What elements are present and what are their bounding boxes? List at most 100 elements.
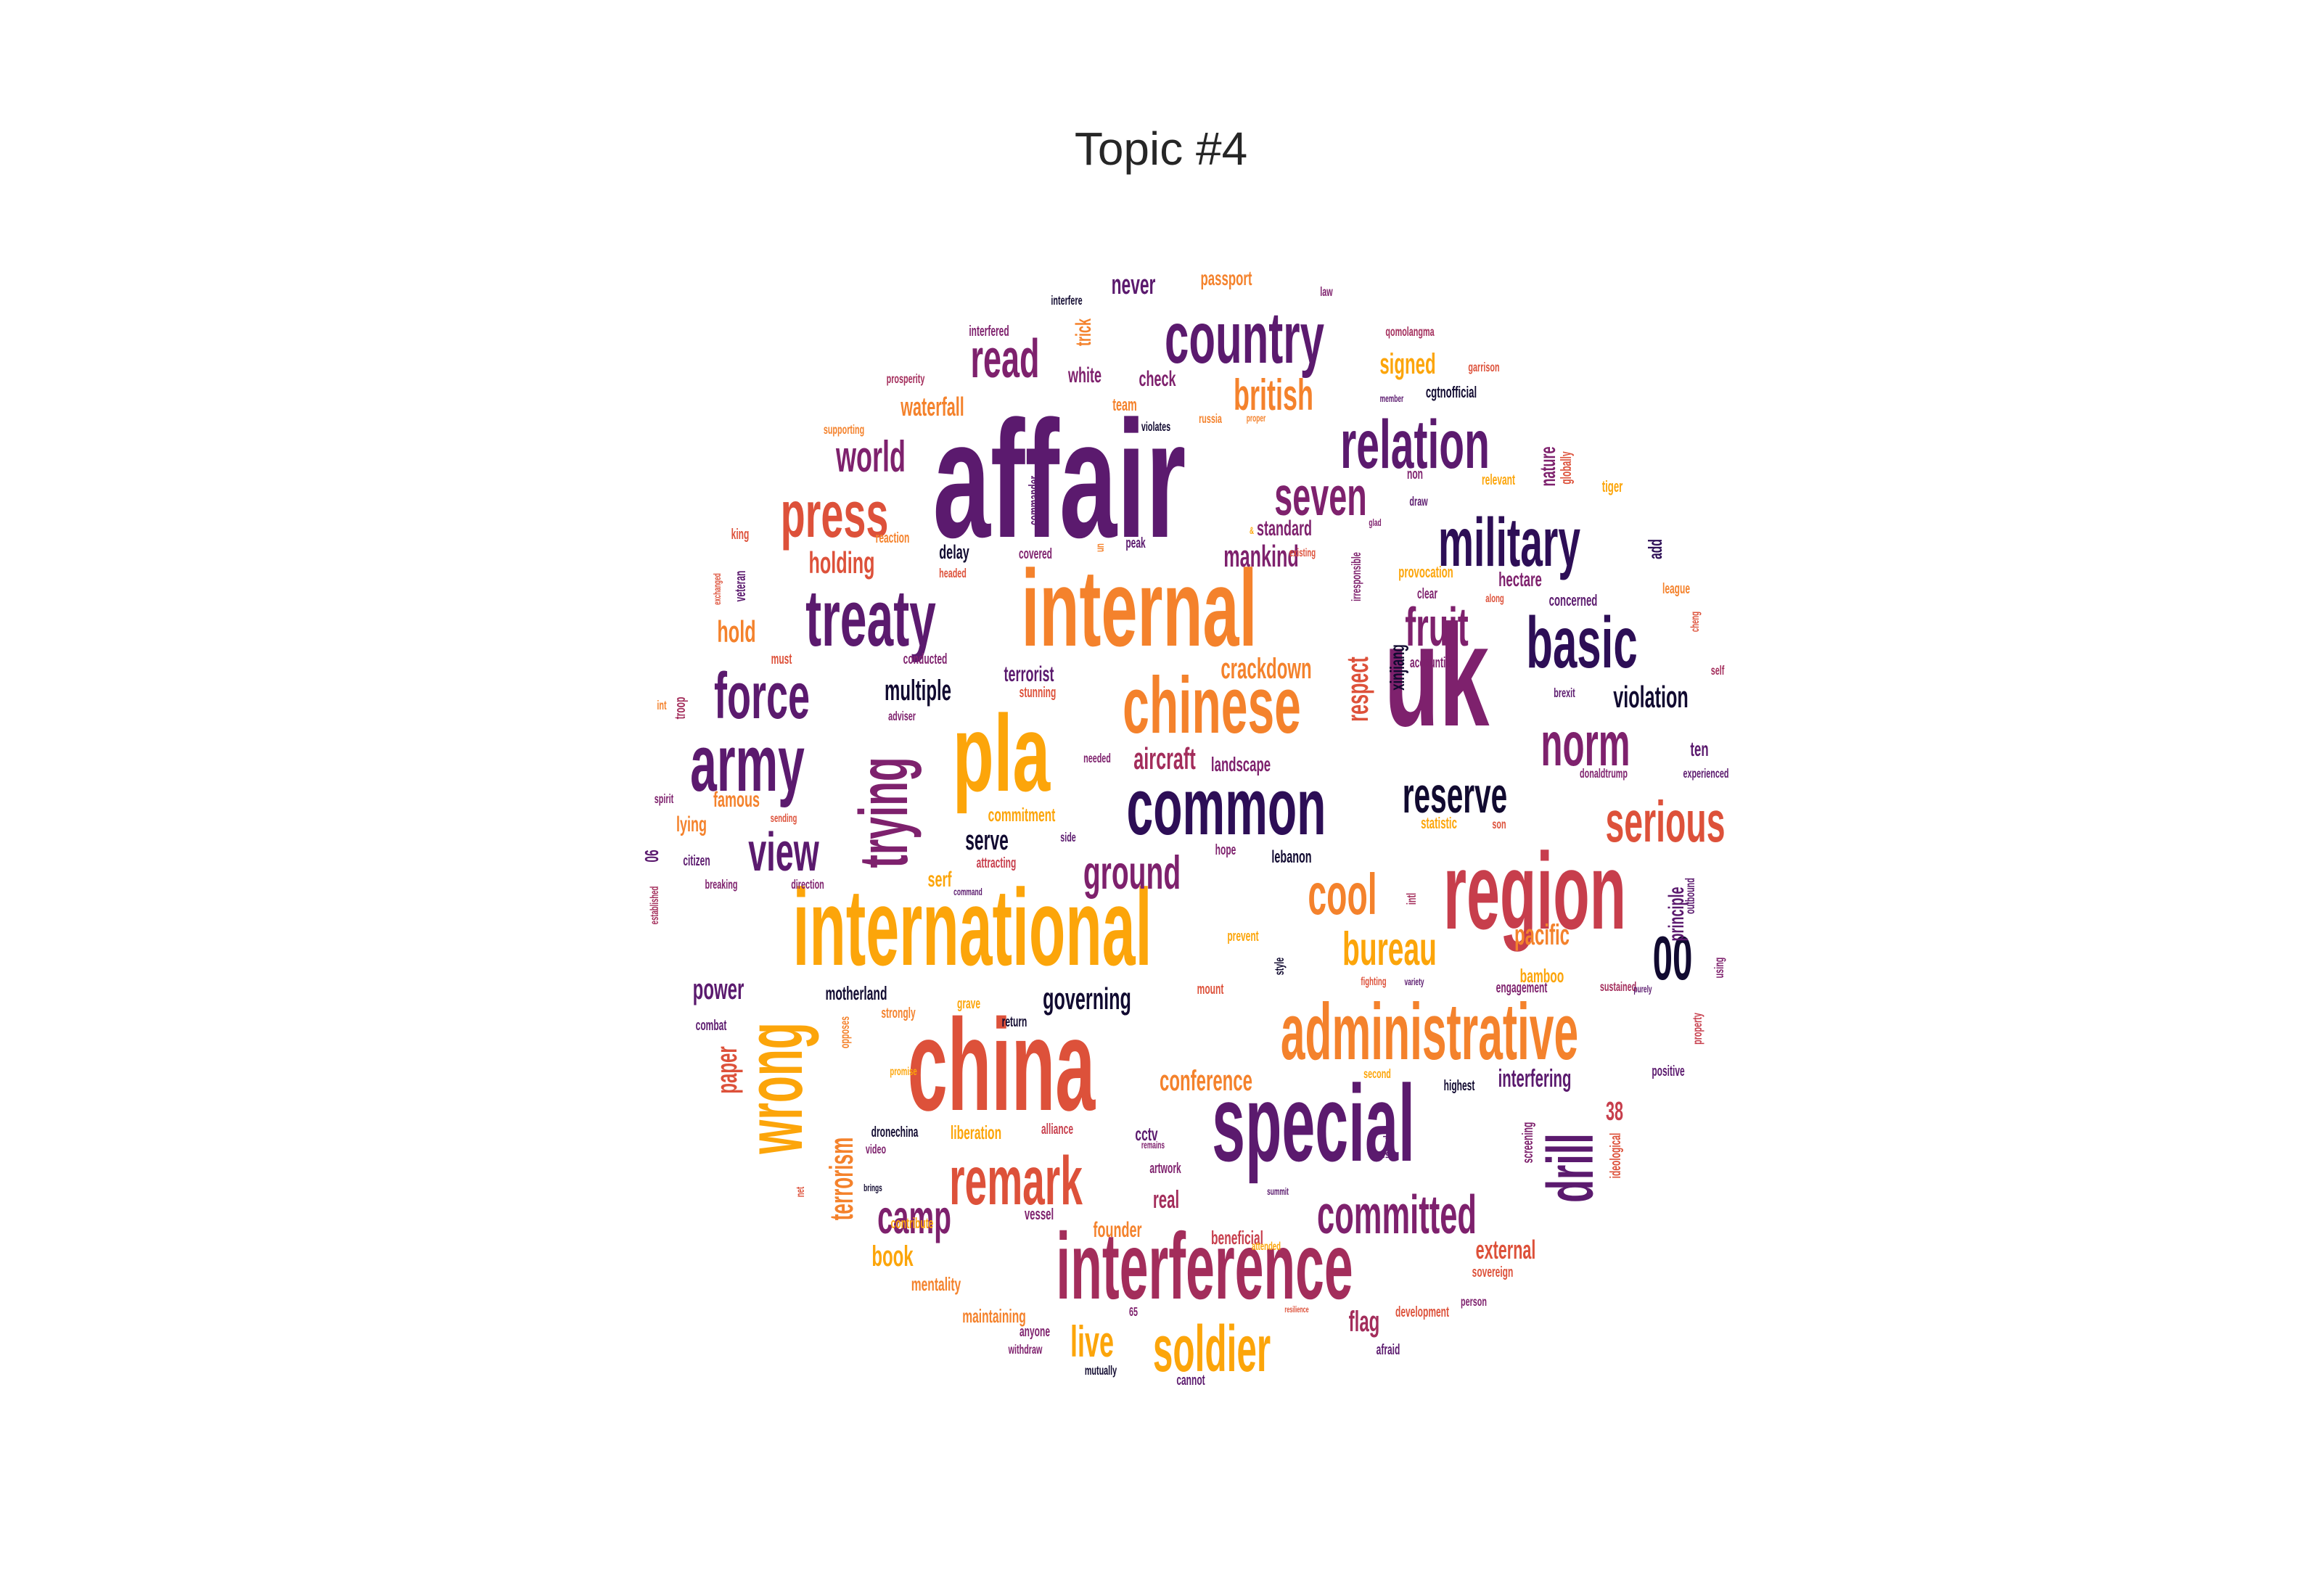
word-proper: proper: [1247, 414, 1266, 424]
word-person: person: [1461, 1295, 1487, 1309]
word-white: white: [1067, 364, 1101, 388]
word-screening: screening: [1520, 1122, 1536, 1164]
word-commitment: commitment: [988, 805, 1056, 826]
word-king: king: [731, 527, 750, 543]
word-mankind: mankind: [1223, 540, 1299, 574]
word-must: must: [771, 651, 792, 667]
word-draw: draw: [1409, 495, 1428, 509]
word-statistic: statistic: [1421, 815, 1457, 832]
word-variety: variety: [1404, 977, 1424, 988]
word-special: special: [1212, 1062, 1415, 1185]
word-law: law: [1320, 285, 1333, 299]
word-intl: intl: [1405, 893, 1419, 905]
word-remains: remains: [1141, 1140, 1165, 1151]
word-attracting: attracting: [977, 855, 1017, 871]
word-terrorist: terrorist: [1004, 663, 1054, 687]
word-development: development: [1395, 1304, 1449, 1320]
word-headed: headed: [939, 567, 967, 580]
word-interfering: interfering: [1498, 1065, 1572, 1093]
word-conference: conference: [1160, 1064, 1252, 1097]
word-anyone: anyone: [1020, 1324, 1050, 1340]
word-clear: clear: [1417, 586, 1437, 602]
word-qomolangma: qomolangma: [1385, 325, 1435, 339]
word-liberation: liberation: [951, 1122, 1001, 1143]
word-landscape: landscape: [1211, 753, 1271, 776]
word-camp: camp: [877, 1191, 951, 1244]
word-established: established: [647, 887, 660, 925]
word-force: force: [714, 659, 810, 733]
word-supporting: supporting: [824, 423, 864, 437]
word-direction: direction: [791, 878, 824, 892]
word-strongly: strongly: [881, 1005, 916, 1021]
word-cheng: cheng: [1688, 612, 1701, 632]
word-international: international: [792, 866, 1152, 989]
word-stunning: stunning: [1020, 685, 1057, 701]
word-donaldtrump: donaldtrump: [1580, 767, 1628, 781]
word-check: check: [1139, 368, 1176, 392]
word-opposes: opposes: [838, 1016, 852, 1048]
word-prevent: prevent: [1227, 929, 1259, 945]
word-needed: needed: [1083, 752, 1111, 765]
word-norm: norm: [1541, 709, 1630, 778]
word-interfered: interfered: [969, 324, 1009, 340]
word-violates: violates: [1141, 420, 1170, 434]
word-hold: hold: [717, 616, 755, 649]
word-06: 06: [641, 850, 662, 862]
word-resilience: resilience: [1284, 1305, 1309, 1315]
word-add: add: [1645, 539, 1666, 559]
word-lying: lying: [676, 813, 707, 837]
word-outbound: outbound: [1683, 878, 1697, 914]
word-never: never: [1112, 269, 1156, 300]
word-self: self: [1711, 664, 1725, 678]
word-serve: serve: [965, 825, 1009, 855]
word-peak: peak: [1125, 535, 1146, 551]
word-dronechina: dronechina: [871, 1124, 919, 1140]
word-uk: uk: [1384, 595, 1490, 757]
word-relation: relation: [1340, 406, 1490, 483]
word-aircraft: aircraft: [1133, 743, 1196, 776]
word-founder: founder: [1094, 1219, 1142, 1243]
word-net: net: [793, 1186, 806, 1197]
word-delay: delay: [939, 541, 969, 563]
word-league: league: [1662, 581, 1690, 597]
word-soldier: soldier: [1153, 1312, 1271, 1385]
word-38: 38: [1606, 1097, 1623, 1126]
word-non: non: [1407, 466, 1423, 482]
word-video: video: [866, 1143, 886, 1156]
word-prosperity: prosperity: [887, 372, 925, 386]
word-garrison: garrison: [1468, 361, 1499, 374]
word-exchanged: exchanged: [713, 573, 723, 605]
word-son: son: [1492, 818, 1506, 831]
word-joined: joined: [1382, 1135, 1395, 1159]
word-conducted: conducted: [903, 651, 948, 667]
word-ideological: ideological: [1608, 1133, 1624, 1179]
word-fighting: fighting: [1361, 974, 1386, 987]
word-fruit: fruit: [1405, 597, 1468, 658]
word-irresponsible: irresponsible: [1350, 552, 1363, 601]
word-nature: nature: [1537, 447, 1561, 487]
word-lebanon: lebanon: [1271, 847, 1311, 867]
word-accounting: accounting: [1410, 655, 1456, 671]
word-affair: affair: [933, 386, 1186, 572]
word-globally: globally: [1559, 451, 1575, 485]
word-brings: brings: [863, 1183, 882, 1194]
word-afraid: afraid: [1377, 1342, 1400, 1358]
word-china: china: [908, 991, 1096, 1138]
word-paper: paper: [710, 1046, 743, 1093]
word-waterfall: waterfall: [900, 392, 964, 421]
word-tiger: tiger: [1602, 478, 1623, 495]
word-alliance: alliance: [1041, 1122, 1073, 1138]
word-trying: trying: [846, 757, 922, 868]
word-relevant: relevant: [1482, 472, 1515, 488]
word-withdraw: withdraw: [1008, 1343, 1043, 1357]
word-maintaining: maintaining: [962, 1306, 1026, 1327]
word-sovereign: sovereign: [1472, 1264, 1514, 1280]
word-bamboo: bamboo: [1520, 966, 1564, 987]
word-hectare: hectare: [1498, 568, 1542, 591]
word-combat: combat: [696, 1018, 727, 1034]
word-serf: serf: [927, 868, 952, 892]
word-cgtnofficial: cgtnofficial: [1426, 384, 1477, 401]
word-standard: standard: [1257, 517, 1312, 541]
word-bureau: bureau: [1342, 923, 1437, 976]
word-army: army: [690, 720, 805, 808]
